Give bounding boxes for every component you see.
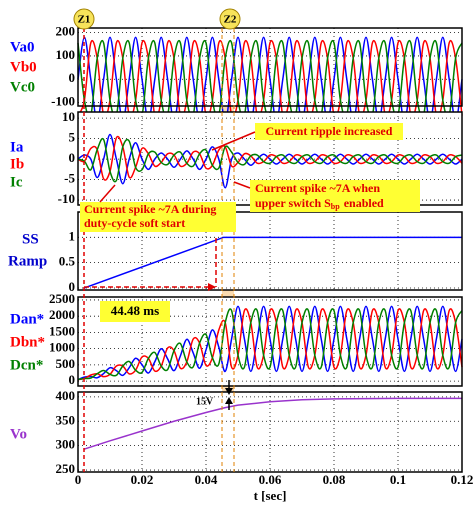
x-tick-label: 0.12 [451,472,474,487]
y-tick-label: 200 [56,24,76,39]
series-label: Dan* [10,311,44,327]
plots: -1000100200Va0Vb0Vc0-10-50510IaIbIc00.51… [8,24,473,503]
ripple-box [255,123,403,140]
series-label: Ic [10,174,23,190]
y-tick-label: 1 [69,228,76,243]
plot-frame [77,391,463,473]
spike-ss-note: duty-cycle soft start [84,216,185,230]
x-tick-label: 0 [75,472,82,487]
y-tick-label: 10 [62,109,75,124]
series-line [77,308,463,381]
y-tick-label: 350 [56,412,76,427]
x-tick-label: 0.06 [259,472,282,487]
text-part: enabled [344,196,384,210]
z1-marker [73,8,95,30]
x-tick-label: 0.1 [390,472,406,487]
y-tick-label: 0 [69,279,76,294]
dv-label: 15V [196,396,214,407]
y-tick-label: -10 [58,191,75,206]
series-label: Ia [10,139,24,155]
series-label: Dcn* [10,357,43,373]
y-tick-label: 400 [56,388,76,403]
series-line [77,137,463,183]
arrow-head [225,397,233,404]
y-tick-label: 5 [69,130,76,145]
series-label: Vb0 [10,59,37,75]
series-line [77,39,463,119]
spike-sbp-note: Current spike ~7A when [255,181,380,195]
series-line [77,135,463,181]
y-tick-label: 250 [56,461,76,476]
spike-sbp-box [250,180,420,212]
subscript: bp [331,202,340,211]
y-tick-label: 300 [56,437,76,452]
x-tick-label: 0.04 [195,472,218,487]
x-tick-label: 0.02 [131,472,154,487]
y-tick-label: 0 [69,150,76,165]
series-line [77,133,463,189]
series-line [77,36,463,122]
y-tick-label: 1000 [49,340,75,355]
plot-area [78,28,462,106]
plot-frame [77,296,463,387]
z2-marker [219,8,241,30]
y-tick-label: 0 [69,372,76,387]
duration-box [100,301,170,322]
spike-ss-note: Current spike ~7A during [84,202,216,216]
spike-sbp-note: upper switch Sbp enabled [255,196,384,211]
arrow-head [225,388,233,395]
y-tick-label: 1500 [49,323,75,338]
y-tick-label: 0 [69,70,76,85]
series-line [84,236,462,289]
series-label: Va0 [10,39,34,55]
y-tick-label: -5 [64,171,75,186]
spike-ss-box [80,202,236,232]
y-tick-label: 500 [56,356,76,371]
y-tick-label: 2500 [49,291,75,306]
series-label: Vc0 [10,79,35,95]
series-label: Vo [10,426,27,442]
series-line [77,308,463,381]
x-axis-label: t [sec] [254,488,287,503]
y-tick-label: 2000 [49,307,75,322]
y-axis-label: Ramp [8,253,47,269]
x-tick-label: 0.08 [323,472,346,487]
y-tick-label: 0.5 [59,254,76,269]
arrow [211,131,256,151]
series-line [77,305,463,381]
arrow-head [208,283,216,291]
plot-frame [77,27,463,107]
z1-label: Z1 [78,14,91,26]
y-tick-label: -100 [51,93,75,108]
z2-label: Z2 [224,14,237,26]
ripple-note: Current ripple increased [266,124,393,138]
series-label: Dbn* [10,334,45,350]
text-part: upper switch S [255,196,331,210]
y-tick-label: 100 [56,47,76,62]
duration-label: 44.48 ms [111,303,159,318]
series-label: Ib [10,156,24,172]
arrow [233,181,251,189]
y-axis-label: SS [22,231,39,247]
series-line [84,397,462,450]
arrow [99,184,116,203]
